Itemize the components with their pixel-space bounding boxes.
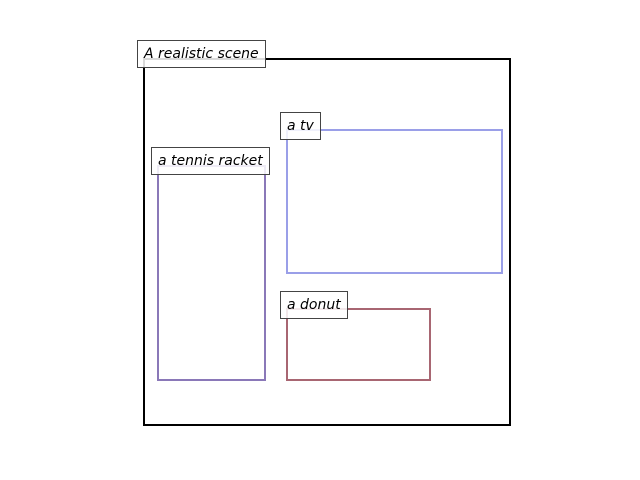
tv-label: a tv [280, 112, 321, 140]
donut-bounding-box [286, 308, 431, 381]
scene-label: A realistic scene [137, 40, 266, 68]
scene-frame [143, 58, 511, 426]
tennis-racket-bounding-box [157, 165, 266, 381]
donut-label: a donut [280, 291, 348, 319]
tennis-racket-label: a tennis racket [151, 147, 270, 175]
tv-bounding-box [286, 129, 503, 274]
